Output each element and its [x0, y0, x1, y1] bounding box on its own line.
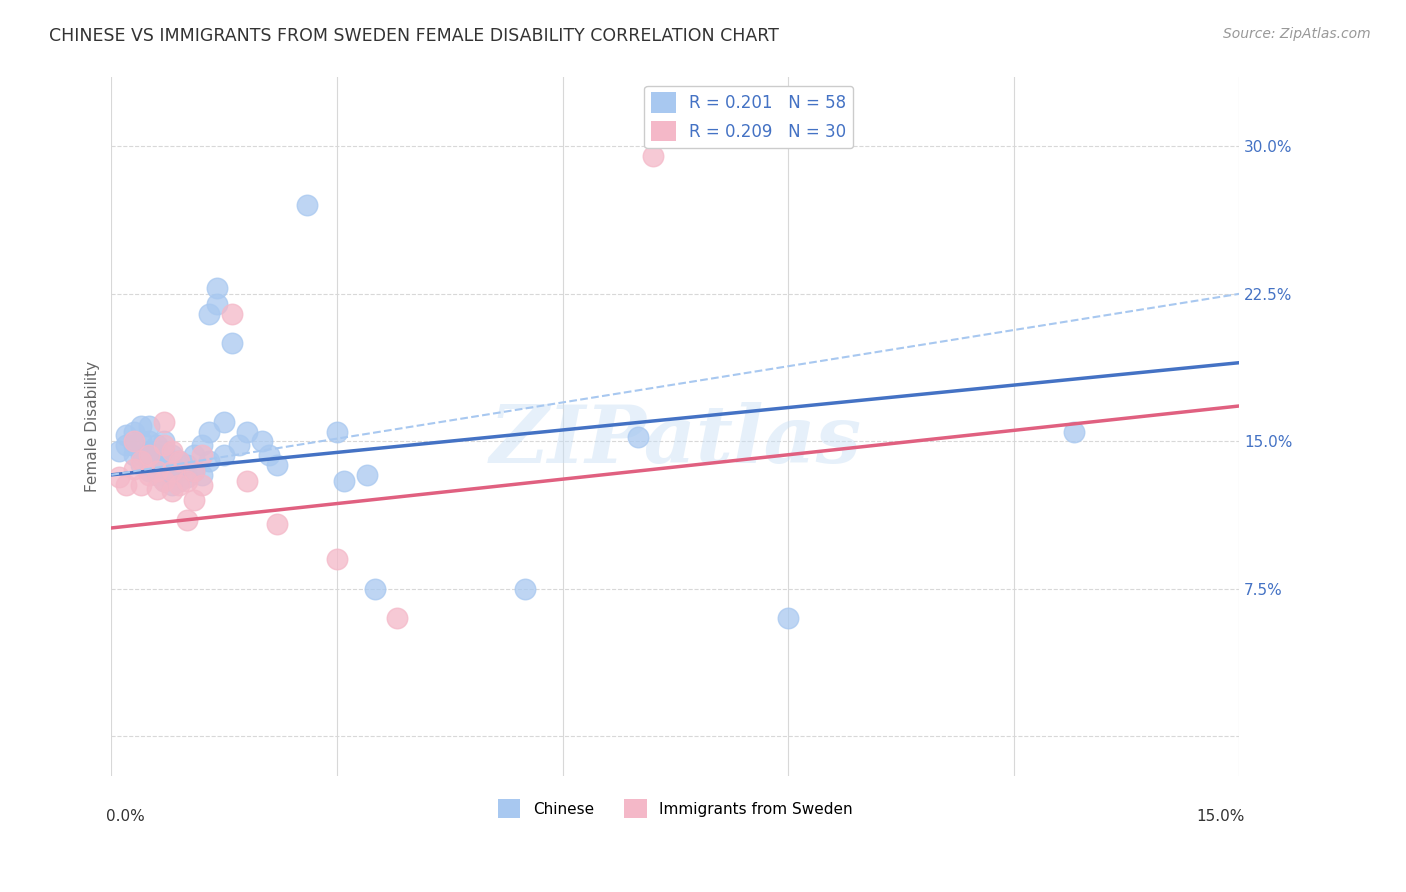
- Point: [266, 458, 288, 472]
- Point: [138, 464, 160, 478]
- Point: [513, 582, 536, 596]
- Point: [167, 464, 190, 478]
- Point: [131, 458, 153, 472]
- Point: [326, 425, 349, 439]
- Point: [138, 454, 160, 468]
- Point: [212, 415, 235, 429]
- Point: [160, 467, 183, 482]
- Point: [122, 438, 145, 452]
- Point: [176, 458, 198, 472]
- Text: 0.0%: 0.0%: [105, 809, 145, 824]
- Point: [153, 444, 176, 458]
- Point: [138, 467, 160, 482]
- Point: [198, 306, 221, 320]
- Point: [108, 444, 131, 458]
- Point: [108, 470, 131, 484]
- Point: [167, 474, 190, 488]
- Point: [176, 513, 198, 527]
- Point: [235, 425, 257, 439]
- Legend: R = 0.201   N = 58, R = 0.209   N = 30: R = 0.201 N = 58, R = 0.209 N = 30: [644, 86, 853, 148]
- Point: [115, 477, 138, 491]
- Point: [198, 425, 221, 439]
- Point: [190, 477, 212, 491]
- Point: [167, 454, 190, 468]
- Point: [183, 448, 205, 462]
- Point: [145, 448, 167, 462]
- Point: [115, 428, 138, 442]
- Point: [198, 454, 221, 468]
- Point: [138, 444, 160, 458]
- Point: [138, 418, 160, 433]
- Point: [138, 434, 160, 449]
- Point: [160, 458, 183, 472]
- Point: [190, 448, 212, 462]
- Point: [131, 418, 153, 433]
- Point: [131, 434, 153, 449]
- Text: ZIPatlas: ZIPatlas: [489, 402, 862, 479]
- Point: [131, 454, 153, 468]
- Point: [221, 336, 243, 351]
- Point: [205, 281, 228, 295]
- Point: [122, 462, 145, 476]
- Point: [356, 467, 378, 482]
- Point: [153, 464, 176, 478]
- Point: [160, 477, 183, 491]
- Point: [778, 611, 800, 625]
- Point: [115, 438, 138, 452]
- Point: [145, 482, 167, 496]
- Point: [385, 611, 408, 625]
- Point: [259, 448, 281, 462]
- Point: [1063, 425, 1085, 439]
- Point: [131, 477, 153, 491]
- Point: [250, 434, 273, 449]
- Point: [190, 438, 212, 452]
- Point: [176, 474, 198, 488]
- Point: [176, 470, 198, 484]
- Point: [153, 415, 176, 429]
- Point: [183, 464, 205, 478]
- Point: [153, 474, 176, 488]
- Point: [641, 149, 664, 163]
- Point: [122, 425, 145, 439]
- Point: [160, 444, 183, 458]
- Point: [295, 198, 318, 212]
- Point: [122, 434, 145, 449]
- Point: [145, 438, 167, 452]
- Point: [266, 516, 288, 531]
- Point: [131, 448, 153, 462]
- Point: [160, 464, 183, 478]
- Text: CHINESE VS IMMIGRANTS FROM SWEDEN FEMALE DISABILITY CORRELATION CHART: CHINESE VS IMMIGRANTS FROM SWEDEN FEMALE…: [49, 27, 779, 45]
- Point: [160, 483, 183, 498]
- Point: [627, 430, 650, 444]
- Point: [153, 474, 176, 488]
- Point: [153, 438, 176, 452]
- Point: [363, 582, 385, 596]
- Point: [333, 474, 356, 488]
- Text: Source: ZipAtlas.com: Source: ZipAtlas.com: [1223, 27, 1371, 41]
- Point: [235, 474, 257, 488]
- Point: [167, 454, 190, 468]
- Point: [145, 458, 167, 472]
- Point: [221, 306, 243, 320]
- Point: [183, 493, 205, 508]
- Point: [183, 464, 205, 478]
- Point: [160, 448, 183, 462]
- Point: [153, 434, 176, 449]
- Point: [122, 448, 145, 462]
- Point: [145, 467, 167, 482]
- Point: [145, 464, 167, 478]
- Point: [167, 477, 190, 491]
- Point: [205, 296, 228, 310]
- Point: [212, 448, 235, 462]
- Y-axis label: Female Disability: Female Disability: [86, 361, 100, 492]
- Point: [228, 438, 250, 452]
- Point: [326, 552, 349, 566]
- Point: [138, 448, 160, 462]
- Point: [153, 454, 176, 468]
- Point: [190, 467, 212, 482]
- Text: 15.0%: 15.0%: [1197, 809, 1244, 824]
